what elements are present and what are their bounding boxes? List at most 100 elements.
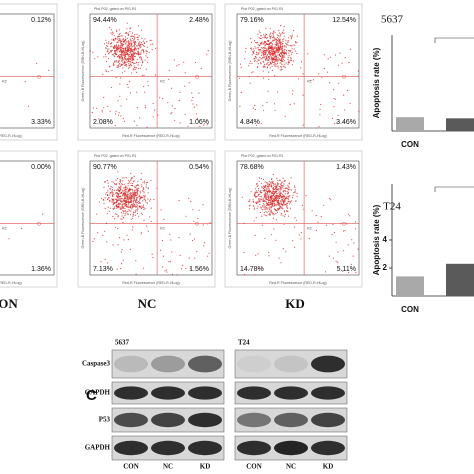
quadrant-percent: 1.36% — [31, 266, 51, 273]
dot — [272, 194, 274, 197]
dot — [294, 186, 296, 188]
dot — [291, 35, 293, 38]
dot — [134, 193, 136, 195]
dot — [118, 114, 120, 116]
dot — [104, 53, 107, 56]
dot — [283, 54, 285, 56]
dot — [265, 201, 268, 203]
dot — [130, 42, 132, 44]
dot — [135, 202, 137, 204]
dot — [280, 62, 282, 64]
dot — [300, 238, 302, 240]
dot — [319, 114, 321, 116]
dot — [142, 204, 144, 206]
dot — [273, 64, 275, 66]
dot — [125, 199, 127, 201]
dot — [139, 43, 141, 45]
dot — [281, 199, 283, 201]
dot — [92, 240, 94, 242]
dot — [265, 50, 267, 52]
dot — [132, 201, 135, 203]
dot — [194, 257, 196, 259]
dot — [117, 216, 119, 218]
dot — [124, 208, 126, 210]
dot — [126, 84, 128, 86]
dot — [150, 220, 152, 223]
band — [311, 440, 345, 456]
dot — [111, 39, 113, 41]
dot — [262, 52, 265, 55]
dot — [114, 213, 116, 215]
dot — [120, 267, 122, 270]
dot — [270, 212, 272, 214]
dot — [284, 213, 286, 215]
dot — [133, 175, 135, 177]
dot — [277, 189, 279, 191]
dot — [123, 183, 125, 185]
dot — [241, 196, 243, 198]
plot-area — [89, 160, 213, 276]
dot — [277, 91, 279, 93]
dot — [142, 44, 145, 47]
dot — [132, 61, 134, 64]
dot — [260, 50, 262, 52]
dot — [27, 105, 30, 107]
dot — [123, 211, 125, 213]
dot — [138, 44, 140, 46]
dot — [279, 58, 281, 60]
dot — [254, 108, 256, 111]
dot — [264, 37, 266, 39]
dot — [133, 199, 135, 201]
dot — [262, 109, 264, 111]
dot — [267, 185, 269, 187]
dot — [333, 231, 336, 234]
dot — [254, 274, 256, 276]
dot — [264, 35, 266, 37]
dot — [157, 114, 159, 116]
dot — [251, 49, 253, 51]
dot — [142, 206, 144, 208]
dot — [276, 210, 278, 212]
dot — [187, 125, 189, 127]
dot — [122, 216, 124, 218]
dot — [277, 44, 279, 47]
dot — [259, 211, 261, 214]
dot — [140, 29, 142, 31]
dot — [260, 122, 262, 124]
dot — [144, 182, 146, 184]
dot — [258, 37, 260, 39]
dot — [142, 49, 144, 51]
dot — [128, 209, 130, 211]
dot — [127, 48, 129, 51]
dot — [278, 201, 280, 203]
dot — [104, 197, 106, 199]
dot — [121, 205, 123, 208]
dot — [137, 53, 139, 56]
dot — [134, 68, 136, 70]
dot — [274, 63, 276, 65]
lane-label: NC — [163, 463, 173, 471]
dot — [302, 124, 304, 126]
dot — [149, 39, 151, 42]
dot — [123, 48, 125, 50]
dot — [255, 254, 257, 256]
dot — [282, 215, 284, 217]
dot — [132, 55, 134, 57]
dot — [130, 194, 132, 197]
dot — [280, 41, 282, 43]
x-axis-label: Red-R Fluorescence (RED-R-HLog) — [122, 134, 180, 138]
dot — [249, 199, 251, 201]
dot — [275, 189, 277, 191]
dot — [272, 37, 274, 39]
dot — [128, 64, 130, 66]
dot — [137, 67, 139, 70]
dot — [288, 61, 290, 63]
dot — [132, 40, 134, 42]
dot — [296, 195, 298, 198]
dot — [275, 55, 277, 57]
dot — [276, 188, 278, 190]
dot — [196, 117, 198, 119]
dot — [119, 65, 121, 67]
dot — [113, 55, 115, 57]
dot — [287, 63, 289, 65]
